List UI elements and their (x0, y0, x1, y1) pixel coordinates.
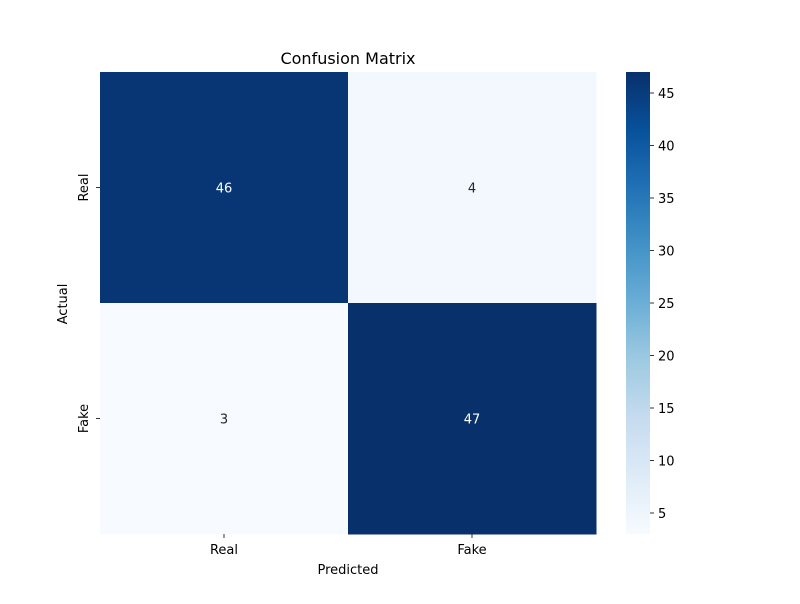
heatmap-cell (348, 72, 597, 304)
x-tick-label: Fake (457, 543, 486, 558)
y-tick-label: Fake (77, 404, 92, 433)
colorbar-tick-label: 30 (658, 245, 675, 260)
heatmap-cells: 46 4 3 47 (100, 72, 597, 535)
x-tick-label: Real (210, 543, 238, 558)
cell-value-label: 4 (468, 182, 476, 197)
colorbar-tick-label: 40 (658, 140, 675, 155)
colorbar-tick-label: 10 (658, 455, 675, 470)
y-axis-label: Actual (56, 284, 71, 325)
cell-value-label: 3 (220, 413, 228, 428)
y-axis-ticks: Real Fake (77, 173, 100, 433)
cell-value-label: 46 (216, 182, 233, 197)
heatmap-cell (100, 303, 349, 535)
colorbar-tick-label: 25 (658, 297, 675, 312)
x-axis-ticks: Real Fake (210, 534, 487, 558)
colorbar-tick-label: 20 (658, 350, 675, 365)
heatmap-cell (100, 72, 349, 304)
colorbar-tick-label: 35 (658, 192, 675, 207)
colorbar-gradient (626, 72, 650, 534)
colorbar-tick-label: 15 (658, 402, 675, 417)
cell-value-label: 47 (464, 413, 481, 428)
colorbar-tick-label: 5 (658, 507, 666, 522)
x-axis-label: Predicted (317, 563, 378, 578)
colorbar: 5 10 15 20 25 30 35 40 45 (626, 72, 675, 534)
y-tick-label: Real (77, 173, 92, 201)
heatmap-cell (348, 303, 597, 535)
colorbar-tick-label: 45 (658, 87, 675, 102)
chart-title: Confusion Matrix (280, 49, 415, 68)
